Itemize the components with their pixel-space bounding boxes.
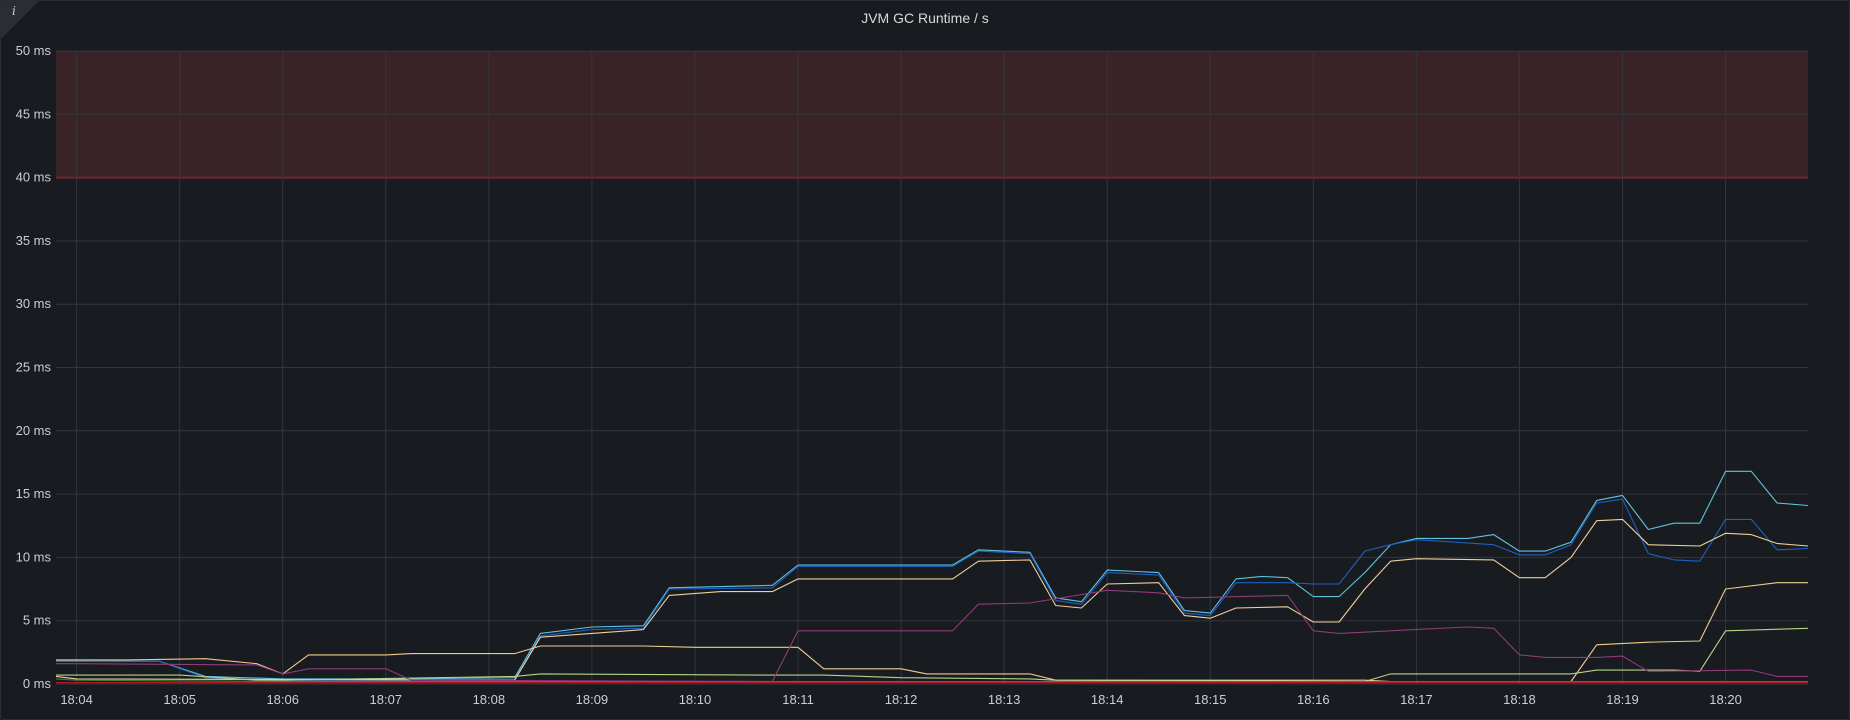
- x-tick-label: 18:20: [1709, 692, 1742, 707]
- x-tick-label: 18:06: [266, 692, 299, 707]
- x-tick-label: 18:19: [1606, 692, 1639, 707]
- y-tick-label: 45 ms: [16, 106, 52, 121]
- x-tick-label: 18:04: [60, 692, 93, 707]
- x-tick-label: 18:11: [782, 692, 814, 707]
- y-tick-label: 5 ms: [23, 613, 52, 628]
- axis-layer: 0 ms 5 ms 10 ms 15 ms 20 ms 25 ms 30 ms 35 ms 40…: [16, 43, 1742, 707]
- info-icon[interactable]: i: [12, 4, 16, 18]
- y-tick-label: 30 ms: [16, 296, 52, 311]
- y-tick-label: 0 ms: [23, 676, 52, 691]
- x-tick-label: 18:13: [988, 692, 1021, 707]
- x-tick-label: 18:07: [370, 692, 403, 707]
- panel-title: JVM GC Runtime / s: [861, 10, 989, 26]
- y-tick-label: 35 ms: [16, 233, 52, 248]
- x-tick-label: 18:14: [1091, 692, 1124, 707]
- y-tick-label: 15 ms: [16, 486, 52, 501]
- x-tick-label: 18:17: [1400, 692, 1433, 707]
- series-line-6: [56, 589, 1808, 683]
- y-tick-label: 25 ms: [16, 360, 52, 375]
- series-layer: [55, 470, 1809, 684]
- grid-layer: [56, 50, 1808, 685]
- series-line-1: [56, 470, 1809, 680]
- x-tick-label: 18:09: [576, 692, 609, 707]
- x-tick-label: 18:15: [1194, 692, 1227, 707]
- x-tick-label: 18:08: [473, 692, 506, 707]
- y-tick-label: 20 ms: [16, 423, 52, 438]
- series-line-2: [56, 498, 1809, 681]
- x-tick-label: 18:10: [679, 692, 712, 707]
- panel-corner: [1, 1, 39, 39]
- y-tick-label: 40 ms: [16, 170, 52, 185]
- series-line-5: [56, 627, 1809, 683]
- series-line-3: [56, 582, 1808, 683]
- x-tick-label: 18:18: [1503, 692, 1536, 707]
- series-line-7: [55, 678, 1808, 683]
- y-tick-label: 10 ms: [16, 549, 52, 564]
- x-tick-label: 18:16: [1297, 692, 1330, 707]
- x-tick-label: 18:05: [163, 692, 196, 707]
- series-line-4: [55, 518, 1809, 681]
- y-tick-label: 50 ms: [16, 43, 52, 58]
- x-tick-label: 18:12: [885, 692, 918, 707]
